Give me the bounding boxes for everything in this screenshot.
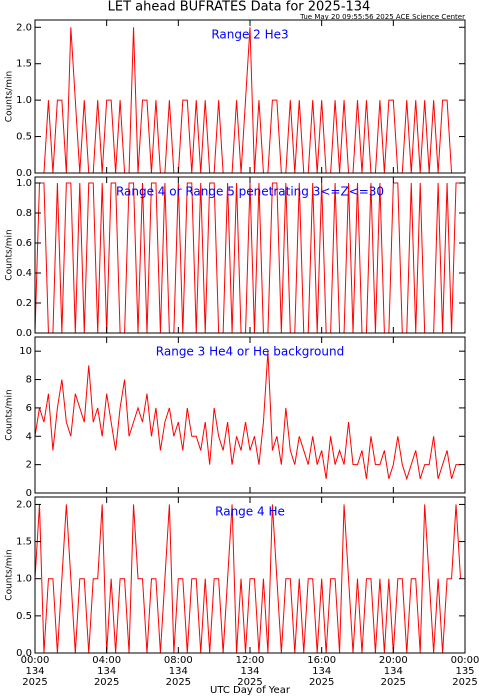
y-axis-label: Counts/min xyxy=(5,549,15,600)
data-line xyxy=(34,351,461,481)
panel-frame xyxy=(34,496,466,654)
x-tick-year: 2025 xyxy=(452,677,477,688)
x-tick-label: 08:00 xyxy=(164,655,193,666)
x-tick-year: 2025 xyxy=(22,677,47,688)
y-tick-label: 0.2 xyxy=(16,298,32,309)
y-tick-label: 1.5 xyxy=(16,537,32,548)
panel-annotation: Range 3 He4 or He background xyxy=(156,345,344,359)
y-tick-label: 1.0 xyxy=(16,95,32,106)
y-tick-label: 0.5 xyxy=(16,611,32,622)
x-tick-day: 134 xyxy=(97,666,116,677)
chart-title: LET ahead BUFRATES Data for 2025-134 xyxy=(108,0,371,15)
y-tick-label: 4 xyxy=(26,431,32,442)
y-tick-label: 1.0 xyxy=(16,574,32,585)
y-tick-label: 0.0 xyxy=(16,328,32,339)
x-axis-label: UTC Day of Year xyxy=(210,685,291,696)
y-tick-label: 0 xyxy=(26,488,32,499)
y-tick-label: 0.0 xyxy=(16,648,32,659)
y-tick-label: 0.8 xyxy=(16,208,32,219)
x-tick-year: 2025 xyxy=(166,677,191,688)
x-tick-label: 00:00 xyxy=(451,655,479,666)
x-tick-label: 16:00 xyxy=(307,655,336,666)
panel-annotation: Range 4 or Range 5 penetrating 3<=Z<=30 xyxy=(116,185,384,199)
data-line xyxy=(35,27,461,174)
y-tick-label: 0.5 xyxy=(16,132,32,143)
y-axis-label: Counts/min xyxy=(5,229,15,280)
panel-annotation: Range 4 He xyxy=(215,505,285,519)
x-tick-label: 00:00 xyxy=(21,655,50,666)
panel-frame xyxy=(34,176,466,334)
x-tick-day: 135 xyxy=(455,666,474,677)
y-tick-label: 0.6 xyxy=(16,238,32,249)
x-tick-day: 134 xyxy=(384,666,403,677)
data-line xyxy=(34,182,461,334)
y-tick-label: 0.0 xyxy=(16,168,32,179)
y-axis-label: Counts/min xyxy=(5,71,15,122)
x-tick-year: 2025 xyxy=(94,677,119,688)
x-tick-year: 2025 xyxy=(309,677,334,688)
y-tick-label: 1.0 xyxy=(16,178,32,189)
y-tick-label: 2.0 xyxy=(16,499,32,510)
x-tick-day: 134 xyxy=(240,666,259,677)
x-tick-label: 12:00 xyxy=(236,655,265,666)
x-tick-day: 134 xyxy=(25,666,44,677)
panel-annotation: Range 2 He3 xyxy=(211,28,288,42)
x-tick-day: 134 xyxy=(169,666,188,677)
data-line xyxy=(34,504,462,654)
y-tick-label: 1.5 xyxy=(16,59,32,70)
y-axis-label: Counts/min xyxy=(5,389,15,440)
y-tick-label: 8 xyxy=(26,375,32,386)
y-tick-label: 2.0 xyxy=(16,22,32,33)
subtitle: Tue May 20 09:55:56 2025 ACE Science Cen… xyxy=(299,13,465,21)
panel-frame xyxy=(34,336,466,494)
y-tick-label: 6 xyxy=(26,403,32,414)
x-tick-day: 134 xyxy=(312,666,331,677)
y-tick-label: 2 xyxy=(26,460,32,471)
x-tick-label: 20:00 xyxy=(379,655,408,666)
x-tick-label: 04:00 xyxy=(92,655,121,666)
x-tick-year: 2025 xyxy=(237,677,262,688)
y-tick-label: 10 xyxy=(19,346,32,357)
y-tick-label: 0.4 xyxy=(16,268,32,279)
x-tick-year: 2025 xyxy=(381,677,406,688)
